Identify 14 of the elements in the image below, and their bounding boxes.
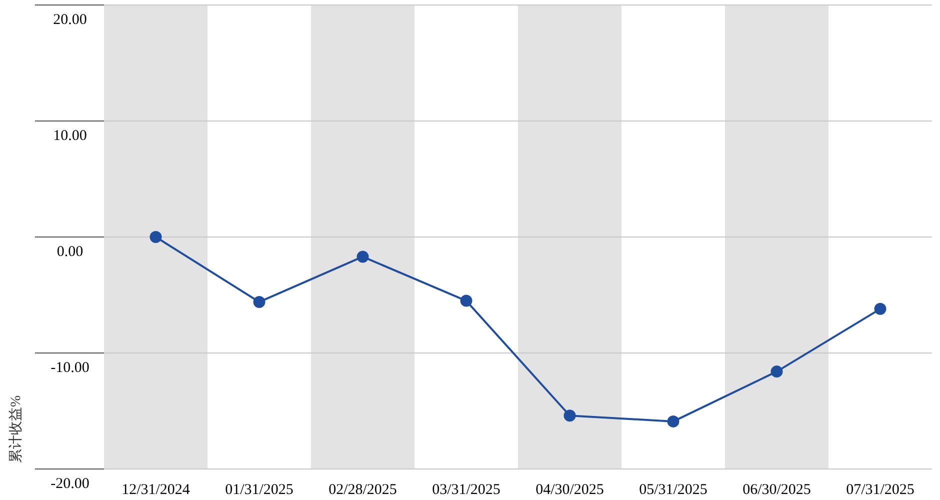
x-tick-label: 04/30/2025: [536, 482, 604, 498]
x-tick-label: 12/31/2024: [122, 482, 190, 498]
y-tick-label: 0.00: [56, 244, 84, 260]
x-tick-label: 07/31/2025: [846, 482, 914, 498]
y-tick-label: -10.00: [50, 360, 90, 376]
y-axis-title: 累计收益%: [8, 395, 24, 463]
x-tick-label: 06/30/2025: [742, 482, 811, 498]
x-tick-label: 03/31/2025: [432, 482, 500, 498]
x-tick-label: 02/28/2025: [328, 482, 397, 498]
x-tick-label: 01/31/2025: [225, 482, 294, 498]
y-tick-label: 10.00: [53, 128, 87, 144]
y-tick-label: 20.00: [53, 12, 87, 28]
x-tick-label: 05/31/2025: [639, 482, 708, 498]
y-tick-label: -20.00: [50, 476, 90, 492]
